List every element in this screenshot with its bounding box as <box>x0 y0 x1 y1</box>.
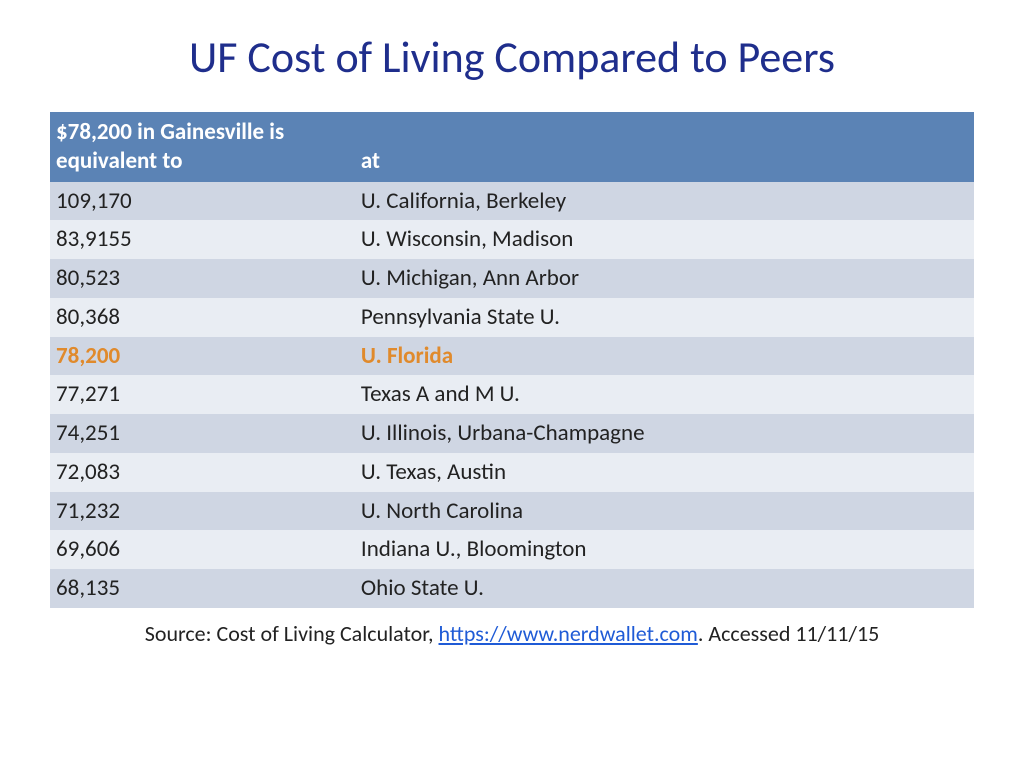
cell-amount: 78,200 <box>50 337 355 376</box>
table-row: 72,083U. Texas, Austin <box>50 453 974 492</box>
slide: UF Cost of Living Compared to Peers $78,… <box>0 0 1024 768</box>
cell-amount: 74,251 <box>50 414 355 453</box>
table-row: 74,251U. Illinois, Urbana-Champagne <box>50 414 974 453</box>
cell-amount: 72,083 <box>50 453 355 492</box>
source-prefix: Source: Cost of Living Calculator, <box>145 620 439 647</box>
cell-amount: 68,135 <box>50 569 355 608</box>
table-row: 83,9155U. Wisconsin, Madison <box>50 220 974 259</box>
cell-school: U. Wisconsin, Madison <box>355 220 974 259</box>
cell-school: U. Florida <box>355 337 974 376</box>
cell-amount: 80,523 <box>50 259 355 298</box>
cell-amount: 77,271 <box>50 375 355 414</box>
cell-school: U. California, Berkeley <box>355 182 974 221</box>
table-row: 80,523U. Michigan, Ann Arbor <box>50 259 974 298</box>
table-header-school: at <box>355 112 974 182</box>
table-row: 109,170U. California, Berkeley <box>50 182 974 221</box>
cell-school: U. Texas, Austin <box>355 453 974 492</box>
table-header-row: $78,200 in Gainesville is equivalent to … <box>50 112 974 182</box>
table-row: 77,271Texas A and M U. <box>50 375 974 414</box>
cell-amount: 80,368 <box>50 298 355 337</box>
cell-school: Pennsylvania State U. <box>355 298 974 337</box>
source-citation: Source: Cost of Living Calculator, https… <box>50 620 974 647</box>
table-row: 69,606Indiana U., Bloomington <box>50 530 974 569</box>
table-row: 71,232U. North Carolina <box>50 492 974 531</box>
slide-title: UF Cost of Living Compared to Peers <box>50 30 974 84</box>
table-row: 68,135Ohio State U. <box>50 569 974 608</box>
cell-school: U. Michigan, Ann Arbor <box>355 259 974 298</box>
cell-school: Texas A and M U. <box>355 375 974 414</box>
table-row: 78,200U. Florida <box>50 337 974 376</box>
table-row: 80,368Pennsylvania State U. <box>50 298 974 337</box>
cell-amount: 69,606 <box>50 530 355 569</box>
cell-school: Ohio State U. <box>355 569 974 608</box>
source-suffix: . Accessed 11/11/15 <box>698 620 879 647</box>
cell-school: U. North Carolina <box>355 492 974 531</box>
cell-amount: 83,9155 <box>50 220 355 259</box>
table-header-amount: $78,200 in Gainesville is equivalent to <box>50 112 355 182</box>
source-link[interactable]: https://www.nerdwallet.com <box>439 620 698 647</box>
cell-school: Indiana U., Bloomington <box>355 530 974 569</box>
cell-amount: 71,232 <box>50 492 355 531</box>
cost-table: $78,200 in Gainesville is equivalent to … <box>50 112 974 608</box>
cell-amount: 109,170 <box>50 182 355 221</box>
cell-school: U. Illinois, Urbana-Champagne <box>355 414 974 453</box>
